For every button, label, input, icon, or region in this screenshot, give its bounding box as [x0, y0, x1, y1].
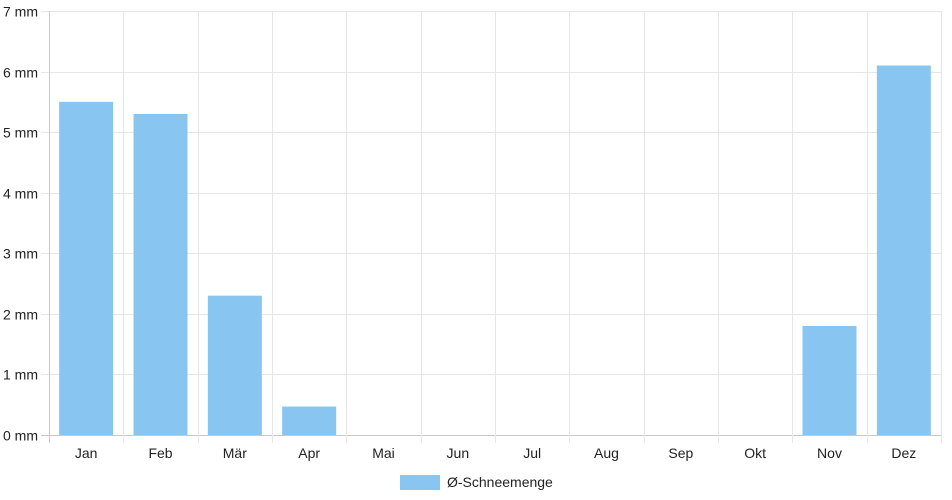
x-tick-label: Apr: [298, 445, 320, 461]
y-tick-label: 3 mm: [3, 246, 38, 262]
bar-mär: [207, 295, 262, 435]
legend-swatch: [400, 475, 440, 490]
bar-nov: [802, 325, 857, 435]
y-tick-labels: 0 mm 1 mm 2 mm 3 mm 4 mm 5 mm 6 mm 7 mm: [3, 4, 38, 444]
x-tick-label: Mai: [372, 445, 395, 461]
bar-dez: [876, 65, 931, 435]
y-tick-label: 7 mm: [3, 4, 38, 20]
x-tick-label: Okt: [744, 445, 766, 461]
x-tick-labels: Jan Feb Mär Apr Mai Jun Jul Aug Sep Okt Nov Dez: [75, 445, 916, 461]
x-tick-label: Sep: [668, 445, 693, 461]
bars: [59, 65, 931, 435]
bar-jan: [59, 101, 114, 435]
y-tick-label: 4 mm: [3, 186, 38, 202]
y-tick-label: 1 mm: [3, 367, 38, 383]
y-tick-label: 6 mm: [3, 65, 38, 81]
x-tick-label: Feb: [148, 445, 172, 461]
y-tick-label: 5 mm: [3, 125, 38, 141]
legend[interactable]: Ø-Schneemenge: [400, 474, 553, 490]
x-tick-label: Dez: [891, 445, 916, 461]
x-tick-label: Jan: [75, 445, 98, 461]
bar-apr: [282, 406, 337, 435]
y-tick-label: 2 mm: [3, 307, 38, 323]
x-tick-label: Mär: [223, 445, 247, 461]
x-tick-label: Jul: [523, 445, 541, 461]
y-tick-label: 0 mm: [3, 428, 38, 444]
legend-label: Ø-Schneemenge: [447, 474, 553, 490]
grid-lines: [41, 11, 942, 443]
x-tick-label: Aug: [594, 445, 619, 461]
bar-feb: [133, 113, 188, 435]
x-tick-label: Jun: [447, 445, 470, 461]
x-tick-label: Nov: [817, 445, 842, 461]
